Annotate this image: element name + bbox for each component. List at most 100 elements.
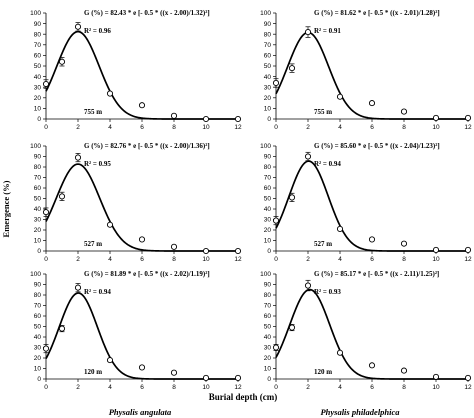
r-squared-label: R² = 0.91 bbox=[314, 27, 341, 35]
data-point bbox=[304, 282, 312, 289]
fit-equation: G (%) = 85.60 * e [- 0.5 * ((x - 2.04)/1… bbox=[314, 142, 440, 150]
x-tick-label: 4 bbox=[108, 256, 112, 263]
y-tick-label: 70 bbox=[34, 42, 42, 49]
data-point bbox=[74, 23, 82, 30]
y-tick-label: 20 bbox=[34, 227, 42, 234]
data-point bbox=[234, 374, 242, 382]
data-point bbox=[272, 217, 280, 224]
panel-1: 0 10 20 30 40 50 60 70 80 90 100 0 2 4 6 8 10 12 G (%) = 8… bbox=[30, 9, 242, 131]
data-point bbox=[400, 367, 408, 374]
x-tick-label: 8 bbox=[172, 256, 176, 263]
fit-equation: G (%) = 85.17 * e [- 0.5 * ((x - 2.11)/1… bbox=[314, 270, 439, 278]
y-tick-label: 70 bbox=[264, 42, 272, 49]
y-tick-label: 0 bbox=[37, 116, 41, 123]
x-tick-label: 4 bbox=[338, 124, 342, 131]
y-tick-label: 100 bbox=[260, 271, 271, 278]
y-tick-label: 90 bbox=[264, 21, 272, 28]
x-tick-label: 2 bbox=[306, 256, 310, 263]
y-tick-label: 30 bbox=[264, 84, 272, 91]
x-tick-label: 12 bbox=[464, 256, 472, 263]
data-point bbox=[288, 194, 296, 201]
data-point bbox=[138, 102, 146, 109]
y-tick-label: 60 bbox=[264, 185, 272, 192]
data-point bbox=[400, 240, 408, 247]
panel-2: 0 10 20 30 40 50 60 70 80 90 100 0 2 4 6 8 10 12 G (%) = 8… bbox=[260, 9, 472, 131]
data-point bbox=[432, 373, 440, 380]
y-tick-label: 80 bbox=[264, 292, 272, 299]
data-point bbox=[432, 246, 440, 253]
data-point bbox=[202, 374, 210, 382]
y-tick-label: 80 bbox=[264, 164, 272, 171]
y-tick-label: 10 bbox=[34, 366, 42, 373]
x-tick-label: 2 bbox=[306, 384, 310, 391]
x-tick-label: 4 bbox=[338, 384, 342, 391]
data-point bbox=[336, 93, 344, 100]
y-tick-label: 100 bbox=[260, 143, 271, 150]
y-tick-label: 90 bbox=[264, 154, 272, 161]
data-point bbox=[304, 153, 312, 160]
y-tick-label: 100 bbox=[260, 10, 271, 17]
site-label: 120 m bbox=[84, 368, 102, 376]
site-label: 527 m bbox=[314, 240, 332, 248]
y-tick-label: 80 bbox=[34, 31, 42, 38]
x-tick-label: 0 bbox=[274, 124, 278, 131]
y-tick-label: 30 bbox=[264, 345, 272, 352]
y-tick-label: 40 bbox=[264, 74, 272, 81]
y-tick-label: 40 bbox=[34, 206, 42, 213]
x-tick-label: 2 bbox=[76, 124, 80, 131]
y-tick-label: 50 bbox=[34, 324, 42, 331]
r-squared-label: R² = 0.93 bbox=[314, 288, 341, 296]
y-tick-label: 20 bbox=[264, 227, 272, 234]
y-tick-label: 50 bbox=[264, 324, 272, 331]
y-tick-label: 30 bbox=[34, 84, 42, 91]
x-tick-label: 6 bbox=[370, 124, 374, 131]
x-tick-label: 12 bbox=[464, 384, 472, 391]
y-tick-label: 20 bbox=[264, 95, 272, 102]
panel-6: 0 10 20 30 40 50 60 70 80 90 100 0 2 4 6 8 10 12 G (%) = 8… bbox=[260, 270, 472, 391]
y-tick-label: 10 bbox=[34, 106, 42, 113]
data-point bbox=[432, 114, 440, 121]
y-axis-label: Emergence (%) bbox=[1, 180, 11, 237]
panel-3: 0 10 20 30 40 50 60 70 80 90 100 0 2 4 6 8 10 12 G (%) = 8… bbox=[30, 142, 242, 263]
panel-5: 0 10 20 30 40 50 60 70 80 90 100 0 2 4 6 8 10 12 G (%) = 8… bbox=[30, 270, 242, 391]
y-tick-label: 40 bbox=[264, 206, 272, 213]
fit-equation: G (%) = 81.62 * e [- 0.5 * ((x - 2.01)/1… bbox=[314, 9, 440, 17]
y-tick-label: 50 bbox=[34, 63, 42, 70]
y-tick-label: 0 bbox=[267, 116, 271, 123]
r-squared-label: R² = 0.96 bbox=[84, 27, 111, 35]
y-tick-label: 20 bbox=[34, 355, 42, 362]
x-tick-label: 6 bbox=[140, 256, 144, 263]
x-tick-label: 10 bbox=[432, 124, 440, 131]
y-tick-label: 60 bbox=[264, 53, 272, 60]
species-label-left: Physalis angulata bbox=[109, 407, 172, 417]
x-tick-label: 12 bbox=[234, 124, 242, 131]
x-tick-label: 2 bbox=[76, 384, 80, 391]
y-tick-label: 10 bbox=[264, 238, 272, 245]
x-tick-label: 0 bbox=[44, 384, 48, 391]
data-point bbox=[368, 100, 376, 107]
r-squared-label: R² = 0.94 bbox=[314, 160, 341, 168]
x-tick-label: 10 bbox=[432, 384, 440, 391]
data-point bbox=[288, 65, 296, 72]
r-squared-label: R² = 0.94 bbox=[84, 288, 111, 296]
fit-equation: G (%) = 81.89 * e [- 0.5 * ((x - 2.02)/1… bbox=[84, 270, 210, 278]
y-tick-label: 70 bbox=[34, 175, 42, 182]
y-tick-label: 80 bbox=[34, 164, 42, 171]
fit-equation: G (%) = 82.43 * e [- 0.5 * ((x - 2.00)/1… bbox=[84, 9, 210, 17]
data-point bbox=[106, 357, 114, 364]
x-tick-label: 0 bbox=[44, 256, 48, 263]
x-tick-label: 10 bbox=[432, 256, 440, 263]
data-point bbox=[42, 209, 50, 216]
y-tick-label: 100 bbox=[30, 10, 41, 17]
data-point bbox=[234, 247, 242, 255]
x-tick-label: 10 bbox=[202, 384, 210, 391]
data-point bbox=[138, 364, 146, 371]
y-tick-label: 70 bbox=[34, 303, 42, 310]
x-tick-label: 4 bbox=[338, 256, 342, 263]
y-tick-label: 70 bbox=[264, 175, 272, 182]
data-point bbox=[58, 58, 66, 65]
data-point bbox=[368, 236, 376, 243]
y-tick-label: 30 bbox=[34, 217, 42, 224]
x-tick-label: 10 bbox=[202, 256, 210, 263]
